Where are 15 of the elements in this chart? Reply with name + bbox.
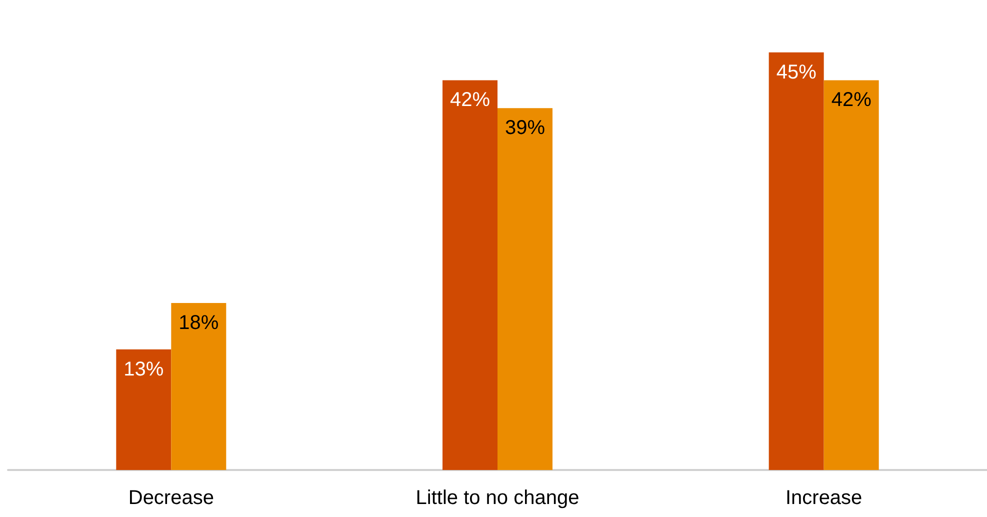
x-tick-label: Little to no change bbox=[416, 487, 580, 509]
bar bbox=[768, 52, 824, 470]
bar bbox=[498, 108, 552, 470]
data-label: 39% bbox=[504, 117, 546, 140]
bar bbox=[442, 80, 498, 470]
data-label: 42% bbox=[831, 89, 872, 112]
data-label: 45% bbox=[776, 61, 817, 84]
data-label: 18% bbox=[178, 312, 219, 334]
x-tick-label: Decrease bbox=[128, 487, 214, 509]
data-label: 13% bbox=[124, 358, 164, 380]
x-tick-label: Increase bbox=[785, 487, 862, 509]
bar bbox=[116, 349, 172, 470]
data-label: 42% bbox=[450, 89, 490, 112]
bar bbox=[171, 302, 226, 470]
bar bbox=[824, 80, 879, 470]
